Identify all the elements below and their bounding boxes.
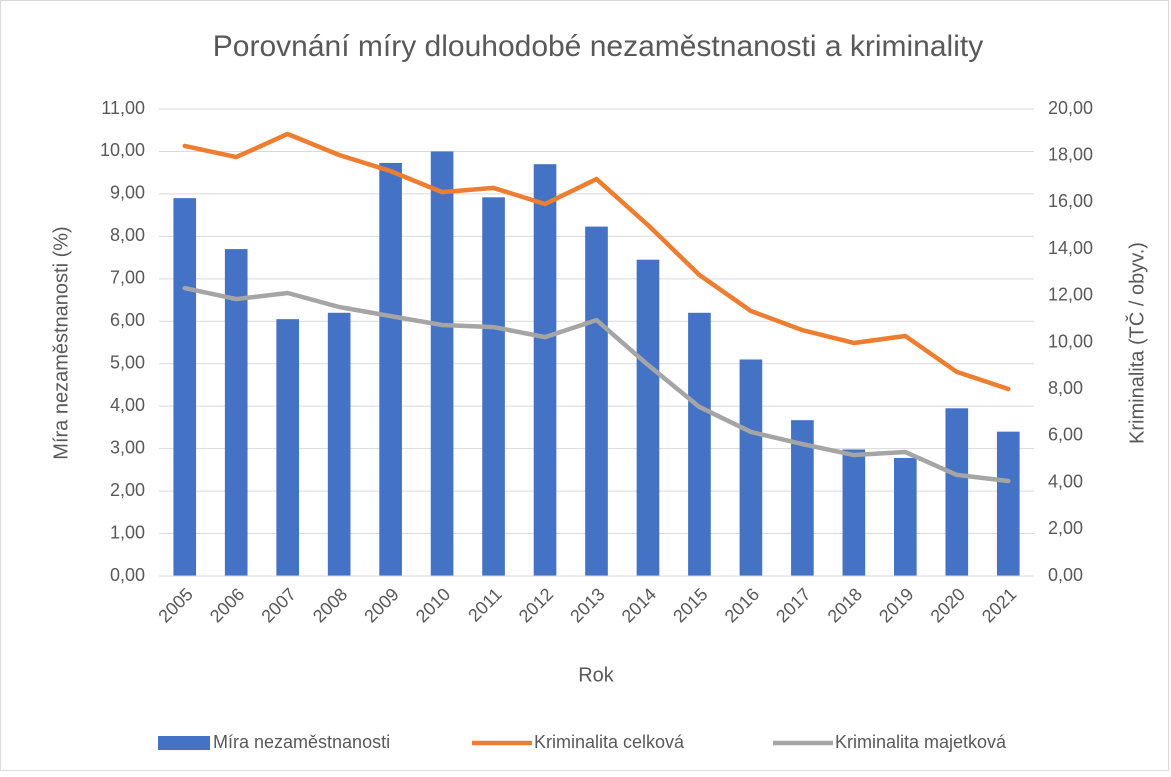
y2-tick-label: 2,00	[1048, 518, 1083, 538]
bar	[945, 408, 969, 576]
line	[182, 131, 1011, 392]
bar	[894, 457, 917, 576]
line	[182, 285, 1011, 484]
y2-axis-title: Kriminalita (TČ / obyv.)	[1125, 242, 1148, 444]
y-tick-label: 11,00	[101, 98, 145, 118]
y2-tick-label: 0,00	[1048, 565, 1083, 585]
legend-swatch	[158, 736, 210, 750]
legend-label: Kriminalita celková	[534, 732, 685, 752]
y-tick-label: 2,00	[110, 480, 145, 500]
bar	[482, 197, 505, 576]
bar	[224, 249, 248, 576]
y2-tick-label: 10,00	[1048, 331, 1093, 351]
y-tick-label: 3,00	[110, 437, 145, 457]
y2-tick-label: 12,00	[1048, 285, 1093, 305]
bar	[739, 359, 763, 576]
bar	[688, 312, 711, 576]
y-tick-label: 9,00	[110, 183, 145, 203]
y2-tick-label: 14,00	[1048, 238, 1093, 258]
y2-tick-label: 8,00	[1048, 378, 1083, 398]
y-tick-label: 8,00	[110, 225, 145, 245]
bar	[636, 259, 660, 576]
bar	[791, 420, 814, 576]
y-axis-title: Míra nezaměstnanosti (%)	[50, 226, 72, 459]
y-tick-label: 5,00	[110, 352, 145, 372]
y-tick-label: 7,00	[110, 268, 145, 288]
chart-title: Porovnání míry dlouhodobé nezaměstnanost…	[213, 30, 983, 63]
bar	[276, 319, 299, 576]
bar	[996, 431, 1020, 576]
y-tick-label: 10,00	[100, 140, 145, 160]
y2-tick-label: 16,00	[1048, 191, 1093, 211]
y2-tick-label: 20,00	[1048, 98, 1093, 118]
bar	[379, 162, 402, 576]
bar	[173, 198, 197, 576]
bar	[430, 151, 454, 577]
bar	[842, 449, 866, 576]
y2-tick-label: 6,00	[1048, 425, 1083, 445]
bar	[327, 312, 351, 576]
y2-tick-label: 4,00	[1048, 471, 1083, 491]
legend-label: Kriminalita majetková	[835, 732, 1007, 752]
legend-label: Míra nezaměstnanosti	[213, 732, 390, 752]
bar	[533, 164, 557, 576]
y-tick-label: 4,00	[110, 395, 145, 415]
y-tick-label: 0,00	[110, 565, 145, 585]
y2-tick-label: 18,00	[1048, 144, 1093, 164]
y-tick-label: 6,00	[110, 310, 145, 330]
bar	[585, 226, 608, 576]
y-tick-label: 1,00	[110, 522, 145, 542]
x-axis-title: Rok	[578, 664, 615, 686]
